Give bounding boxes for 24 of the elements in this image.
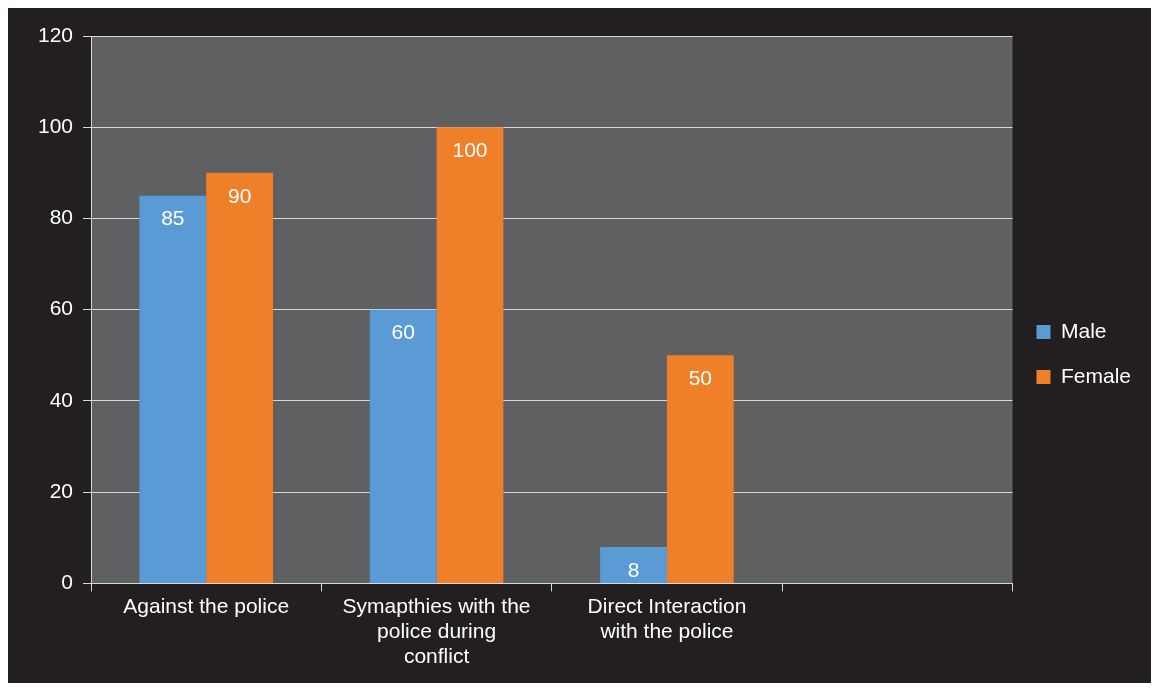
data-label: 50 — [688, 366, 713, 390]
x-tick-label: Direct Interaction with the police — [587, 593, 747, 642]
data-label: 100 — [452, 138, 488, 162]
data-label: 90 — [227, 183, 252, 207]
y-tick-label: 60 — [49, 296, 74, 320]
bar — [436, 127, 504, 583]
y-tick-label: 120 — [37, 22, 74, 46]
bar — [369, 309, 437, 583]
bar — [666, 355, 734, 583]
y-tick-label: 40 — [49, 387, 74, 411]
x-tick-label: Against the police — [123, 593, 290, 617]
data-label: 8 — [627, 557, 640, 581]
legend-label: Male — [1060, 318, 1107, 342]
x-tick-label: Symapthies with the police during conflict — [342, 593, 531, 668]
data-label: 85 — [161, 206, 185, 230]
y-tick-label: 100 — [37, 114, 74, 138]
y-tick-label: 0 — [61, 570, 74, 594]
bar — [139, 195, 207, 583]
bar — [600, 546, 667, 583]
y-tick-label: 80 — [49, 205, 74, 229]
legend-label: Female — [1060, 363, 1132, 387]
y-tick-label: 20 — [49, 478, 74, 502]
data-label: 60 — [391, 320, 415, 344]
bar — [206, 172, 274, 583]
